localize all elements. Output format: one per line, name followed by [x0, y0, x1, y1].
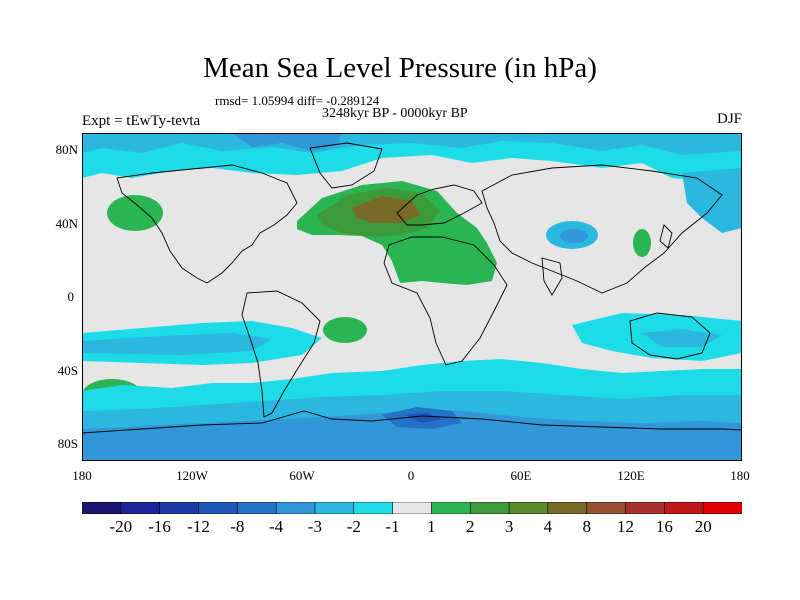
lat-label: 0	[67, 289, 75, 304]
colorbar-swatch	[392, 502, 433, 514]
colorbar	[82, 502, 742, 514]
colorbar-label: 16	[655, 517, 673, 536]
coastline-africa	[383, 236, 508, 366]
period-label: 3248kyr BP - 0000kyr BP	[322, 106, 468, 121]
coastline-india	[541, 257, 563, 296]
colorbar-swatch	[586, 502, 627, 514]
lat-label: 80N	[55, 142, 78, 157]
colorbar-label: 8	[582, 517, 591, 536]
colorbar-label: -3	[307, 517, 322, 536]
colorbar-swatch	[353, 502, 394, 514]
colorbar-swatch	[236, 502, 277, 514]
lon-label: 60E	[510, 468, 532, 483]
contour-north-pacific	[682, 168, 742, 233]
contour-arctic-blue	[232, 133, 342, 151]
lon-label: 180	[72, 468, 92, 483]
stats-label: rmsd= 1.05994 diff= -0.289124	[215, 93, 380, 108]
colorbar-label: -1	[385, 517, 400, 536]
experiment-label: Expt = tEwTy-tevta	[82, 113, 201, 129]
coastline-australia	[629, 312, 711, 360]
colorbar-label: -16	[148, 517, 171, 536]
colorbar-label: 1	[427, 517, 436, 536]
coastline-japan	[659, 224, 673, 249]
lon-label: 60W	[289, 468, 315, 483]
lat-label: 40N	[55, 216, 78, 231]
coastline-greenland	[309, 142, 383, 189]
colorbar-swatch	[702, 502, 742, 514]
colorbar-label: 12	[617, 517, 634, 536]
lon-label: 0	[407, 468, 415, 483]
colorbar-swatch	[508, 502, 549, 514]
contour-asia-low-core	[560, 229, 588, 243]
coastlines	[82, 142, 742, 434]
plot-title: Mean Sea Level Pressure (in hPa)	[203, 52, 597, 84]
colorbar-label: 2	[465, 517, 475, 536]
map-frame	[82, 133, 742, 461]
colorbar-swatch	[120, 502, 161, 514]
colorbar-label: 4	[543, 517, 553, 536]
contour-south-pacific-inner	[82, 333, 272, 355]
colorbar-label: 3	[504, 517, 514, 536]
coastline-antarctica	[82, 410, 742, 434]
colorbar-swatch	[82, 502, 122, 514]
coastline-north-america	[116, 164, 298, 284]
contour-antarctic-low-core	[404, 413, 442, 423]
lat-label: 80S	[57, 436, 78, 451]
lon-label: 180	[730, 468, 750, 483]
contour-southern-ocean-blue	[82, 409, 742, 461]
lon-label: 120W	[176, 468, 208, 483]
colorbar-swatch	[664, 502, 704, 514]
colorbar-label: -2	[346, 517, 361, 536]
colorbar-label: -8	[230, 517, 245, 536]
coastline-asia	[481, 164, 723, 294]
pressure-map	[82, 133, 742, 461]
colorbar-swatch	[314, 502, 355, 514]
colorbar-swatch	[625, 502, 666, 514]
colorbar-swatch	[198, 502, 239, 514]
colorbar-swatch	[469, 502, 510, 514]
lon-label: 120E	[617, 468, 645, 483]
colorbar-swatch	[275, 502, 316, 514]
colorbar-swatch	[159, 502, 200, 514]
contour-north-pacific-high	[107, 195, 163, 231]
contour-south-indian-low	[642, 329, 722, 347]
contour-atlantic-brown	[352, 196, 420, 223]
colorbar-swatch	[431, 502, 472, 514]
lat-label: 40S	[57, 363, 78, 378]
coastline-europe	[396, 184, 483, 226]
contour-south-atlantic-high	[323, 317, 367, 343]
contour-east-asia-high	[633, 229, 651, 257]
season-label: DJF	[716, 111, 742, 127]
colorbar-label: -4	[269, 517, 284, 536]
colorbar-label: -20	[109, 517, 133, 536]
colorbar-label: -12	[187, 517, 210, 536]
colorbar-label: 20	[694, 517, 712, 536]
colorbar-swatch	[547, 502, 588, 514]
coastline-south-america	[241, 290, 321, 418]
